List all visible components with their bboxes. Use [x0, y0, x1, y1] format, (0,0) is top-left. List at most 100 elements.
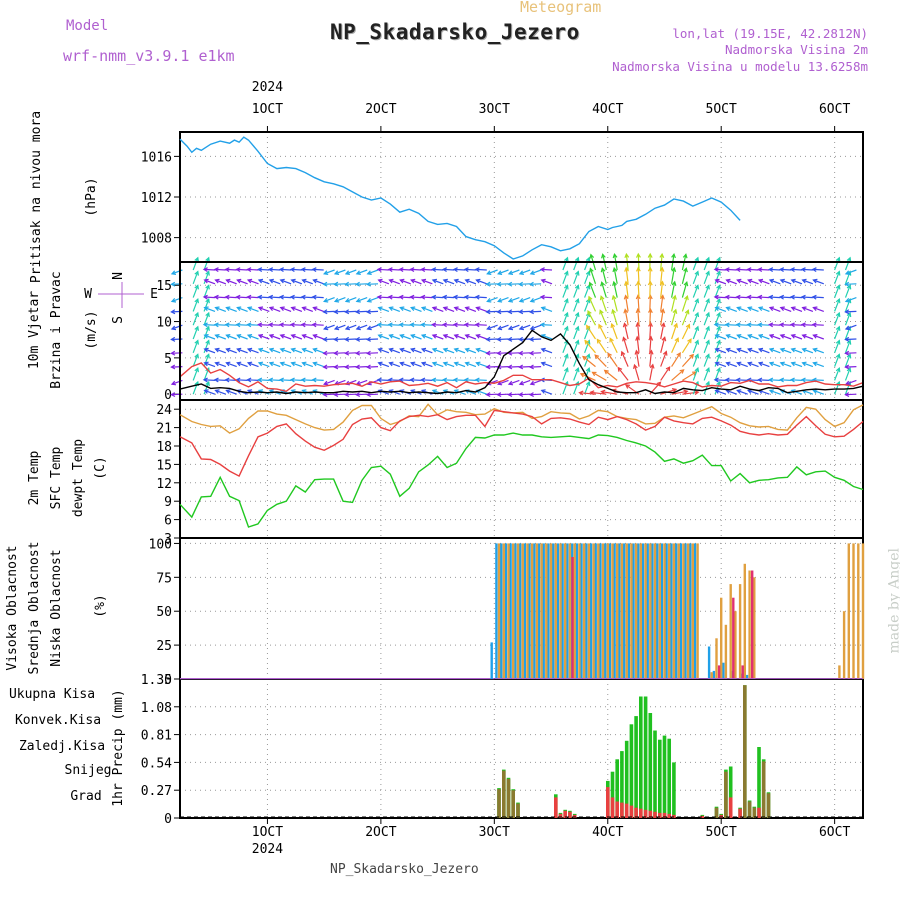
wind-arrow-head: [713, 377, 719, 383]
wind-arrow: [192, 271, 199, 285]
wind-arrow: [844, 354, 851, 367]
y-tick-label: 0.27: [141, 784, 172, 799]
wind-arrow-head: [687, 338, 692, 344]
mid-cloud-bar: [540, 543, 543, 679]
wind-arrow-head: [203, 334, 209, 339]
wind-arrow: [432, 379, 444, 381]
wind-arrow-head: [431, 267, 437, 273]
wind-arrow-head: [835, 311, 841, 318]
wind-arrow: [367, 366, 379, 368]
wind-arrow-head: [410, 306, 416, 311]
wind-arrow: [203, 257, 210, 271]
wind-arrow: [215, 279, 227, 285]
conv-precip-bar: [610, 797, 615, 818]
wind-arrow-head: [279, 347, 285, 353]
wind-arrow-head: [635, 321, 641, 327]
wind-arrow: [714, 312, 721, 326]
wind-arrow-head: [474, 294, 480, 300]
wind-arrow-head: [322, 350, 328, 356]
wind-arrow: [214, 296, 226, 299]
wind-arrow-head: [290, 361, 296, 367]
wind-arrow-head: [768, 306, 774, 311]
wind-arrow: [192, 285, 199, 298]
wind-arrow-head: [844, 281, 850, 287]
wind-arrow-head: [623, 294, 629, 300]
wind-arrow: [844, 340, 851, 354]
mid-cloud-bar: [616, 543, 619, 679]
wind-arrow: [345, 310, 357, 313]
wind-arrow-head: [398, 322, 404, 328]
wind-arrow: [612, 295, 618, 312]
wind-arrow: [623, 323, 629, 340]
wind-arrow-head: [410, 347, 416, 353]
wind-arrow: [714, 354, 721, 367]
wind-arrow: [736, 296, 748, 299]
wind-arrow-head: [716, 284, 721, 290]
wind-arrow-head: [225, 389, 231, 394]
wind-arrow: [769, 296, 781, 299]
wind-arrow: [454, 279, 466, 285]
total-precip-bar: [620, 751, 624, 818]
wind-arrow: [637, 309, 640, 326]
mid-cloud-bar: [597, 543, 600, 679]
wind-arrow: [486, 393, 498, 396]
y-tick-label: 1.08: [141, 701, 172, 716]
high-cloud-bar: [504, 543, 508, 679]
y-tick-label: 0.54: [141, 756, 172, 771]
wind-arrow-head: [611, 294, 617, 300]
y-tick-label: 15: [156, 458, 172, 473]
wind-arrow-head: [725, 334, 731, 339]
wind-arrow-head: [724, 322, 730, 328]
wind-arrow-head: [612, 266, 618, 273]
mid-cloud-bar: [653, 543, 657, 679]
wind-arrow-head: [790, 306, 796, 311]
wind-arrow-head: [420, 322, 426, 328]
wind-arrow: [715, 334, 727, 340]
wind-arrow-head: [507, 309, 513, 315]
mid-cloud-bar: [601, 543, 605, 679]
wind-arrow-head: [203, 306, 209, 312]
wind-arrow: [801, 324, 813, 326]
wind-arrow: [345, 366, 357, 368]
wind-arrow-head: [214, 347, 220, 353]
wind-arrow-head: [420, 334, 427, 339]
wind-arrow-head: [598, 323, 603, 329]
wind-arrow-head: [846, 339, 852, 345]
y-tick-label: 3: [164, 532, 172, 547]
wind-arrow-head: [225, 361, 231, 367]
wind-arrow-head: [671, 252, 676, 259]
wind-arrow: [497, 379, 509, 385]
wind-arrow: [508, 269, 520, 275]
wind-arrow: [660, 351, 667, 367]
wind-arrow-head: [724, 377, 730, 383]
wind-arrow: [280, 348, 292, 354]
wind-arrow: [215, 307, 227, 312]
wind-arrow: [703, 285, 710, 298]
wind-arrow: [247, 334, 259, 340]
wind-arrow: [671, 323, 678, 340]
wind-arrow: [334, 269, 346, 275]
wind-arrow: [703, 381, 710, 395]
wind-arrow-head: [757, 294, 763, 300]
wind-arrow-head: [399, 361, 405, 367]
wind-arrow-head: [409, 322, 415, 328]
wind-arrow: [323, 297, 335, 302]
wind-arrow-head: [485, 392, 491, 398]
wind-arrow-head: [268, 278, 274, 284]
wind-arrow-head: [257, 377, 263, 383]
wind-arrow: [584, 381, 590, 395]
wind-arrow-head: [683, 389, 689, 395]
wind-arrow-head: [323, 380, 329, 386]
wind-arrow: [844, 367, 851, 381]
wind-arrow-head: [475, 306, 481, 312]
conv-precip-bar: [738, 808, 742, 818]
wind-arrow: [269, 334, 281, 340]
wind-arrow-head: [214, 334, 220, 339]
wind-arrow-head: [835, 353, 841, 359]
wind-arrow: [313, 307, 324, 312]
wind-arrow-head: [623, 308, 629, 314]
high-cloud-bar: [651, 543, 654, 679]
wind-arrow-head: [635, 294, 641, 300]
wind-arrow-head: [735, 267, 741, 273]
wind-arrow: [203, 298, 210, 312]
